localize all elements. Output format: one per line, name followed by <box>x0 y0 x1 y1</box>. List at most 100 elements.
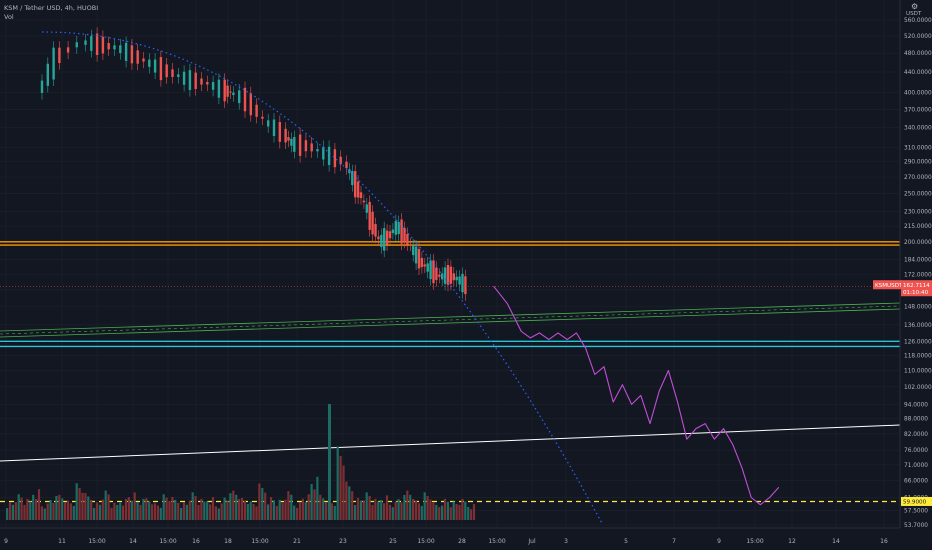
volume-bar <box>307 494 310 520</box>
candle-body <box>377 236 380 240</box>
candle-body <box>58 47 61 64</box>
y-tick-label: 53.7000 <box>904 523 928 529</box>
candle-body <box>90 36 93 51</box>
volume-bar <box>441 505 444 520</box>
volume-spike-bar <box>328 404 331 520</box>
volume-bar <box>182 502 186 520</box>
volume-bar <box>8 502 12 520</box>
projection-line <box>493 285 780 506</box>
x-tick-label: 5 <box>624 538 628 545</box>
volume-bar <box>383 503 386 520</box>
volume-bar <box>310 484 313 520</box>
volume-bar <box>258 483 261 520</box>
y-tick-label: 400.0000 <box>904 90 932 96</box>
candle-body <box>406 233 409 245</box>
candle-body <box>148 59 151 67</box>
candle-body <box>446 265 450 285</box>
candle-body <box>261 116 264 119</box>
volume-bar <box>191 492 194 520</box>
candle-body <box>223 79 226 102</box>
y-tick-label: 118.0000 <box>904 353 932 359</box>
volume-bar <box>98 504 101 520</box>
volume-bar <box>470 509 473 520</box>
volume-bar <box>122 505 125 520</box>
volume-bar <box>293 505 296 520</box>
x-tick-label: 14 <box>832 538 840 545</box>
chart-legend: KSM / Tether USD, 4h, HUOBI Vol <box>4 4 98 22</box>
candle-body <box>374 223 377 237</box>
candle-body <box>455 276 458 281</box>
volume-bar <box>159 507 162 520</box>
white-support-line <box>0 424 901 462</box>
volume-bar <box>287 491 290 520</box>
volume-bar <box>304 502 307 520</box>
candle-body <box>255 104 258 117</box>
volume-bar <box>385 495 389 520</box>
volume-bar <box>362 500 365 520</box>
volume-bar <box>107 494 110 520</box>
candle-body <box>354 171 357 198</box>
candle-body <box>423 264 426 267</box>
volume-bar <box>403 495 406 520</box>
x-tick-label: 25 <box>389 538 397 545</box>
candle-body <box>194 72 197 90</box>
volume-bar <box>61 498 64 520</box>
volume-bar <box>180 508 183 520</box>
volume-bars <box>6 404 476 520</box>
candle-body <box>188 70 192 91</box>
volume-bar <box>17 494 20 520</box>
x-tick-label: 11 <box>58 538 66 545</box>
candle-body <box>130 45 134 64</box>
candle-body <box>380 234 383 248</box>
candle-body <box>368 201 371 230</box>
candle-body <box>75 42 78 48</box>
y-tick-label: 370.0000 <box>904 107 932 113</box>
candle-body <box>182 71 186 85</box>
candle-body <box>249 93 252 116</box>
volume-bar <box>177 502 180 520</box>
volume-bar <box>58 494 61 520</box>
volume-bar <box>264 492 267 520</box>
candle-body <box>426 263 429 272</box>
y-tick-label: 94.0000 <box>904 402 928 408</box>
x-tick-label: 16 <box>880 538 888 545</box>
volume-bar <box>345 481 348 520</box>
candle-body <box>124 42 128 61</box>
y-tick-label: 480.0000 <box>904 51 932 57</box>
candle-body <box>449 266 453 284</box>
volume-bar <box>365 492 368 520</box>
x-tick-label: 3 <box>564 538 568 545</box>
price-axis[interactable]: 560.0000 520.0000 480.0000 440.0000 400.0000… <box>899 0 932 529</box>
volume-bar <box>78 488 81 520</box>
x-tick-label: 18 <box>224 538 232 545</box>
volume-bar <box>116 504 119 520</box>
time-axis[interactable]: 9 11 15:00 14 15:00 16 18 15:00 21 23 25 15:00 28 15:… <box>0 527 900 545</box>
candle-body <box>432 260 435 284</box>
y-tick-label: 270.0000 <box>904 175 932 181</box>
candle-body <box>391 229 395 233</box>
volume-bar <box>435 504 438 520</box>
volume-bar <box>211 497 215 520</box>
candle-body <box>464 276 467 295</box>
candle-body <box>113 45 116 50</box>
volume-bar <box>330 503 333 520</box>
currency-label: USDT <box>906 11 922 17</box>
x-tick-label: 9 <box>717 538 721 545</box>
volume-bar <box>449 507 452 520</box>
volume-bar <box>162 494 165 520</box>
y-tick-label: 57.5000 <box>904 508 928 514</box>
settings-gear-icon[interactable]: ⚙ <box>911 2 919 11</box>
candle-body <box>267 120 270 127</box>
volume-bar <box>40 506 43 520</box>
volume-bar <box>359 501 362 520</box>
volume-bar <box>69 503 72 520</box>
x-tick-label: 15:00 <box>417 538 434 545</box>
candle-body <box>429 260 432 280</box>
candle-body <box>385 230 389 245</box>
volume-bar <box>104 490 107 520</box>
candle-body <box>409 244 412 246</box>
candlesticks <box>40 27 467 301</box>
candle-body <box>345 161 348 169</box>
volume-bar <box>368 496 371 520</box>
